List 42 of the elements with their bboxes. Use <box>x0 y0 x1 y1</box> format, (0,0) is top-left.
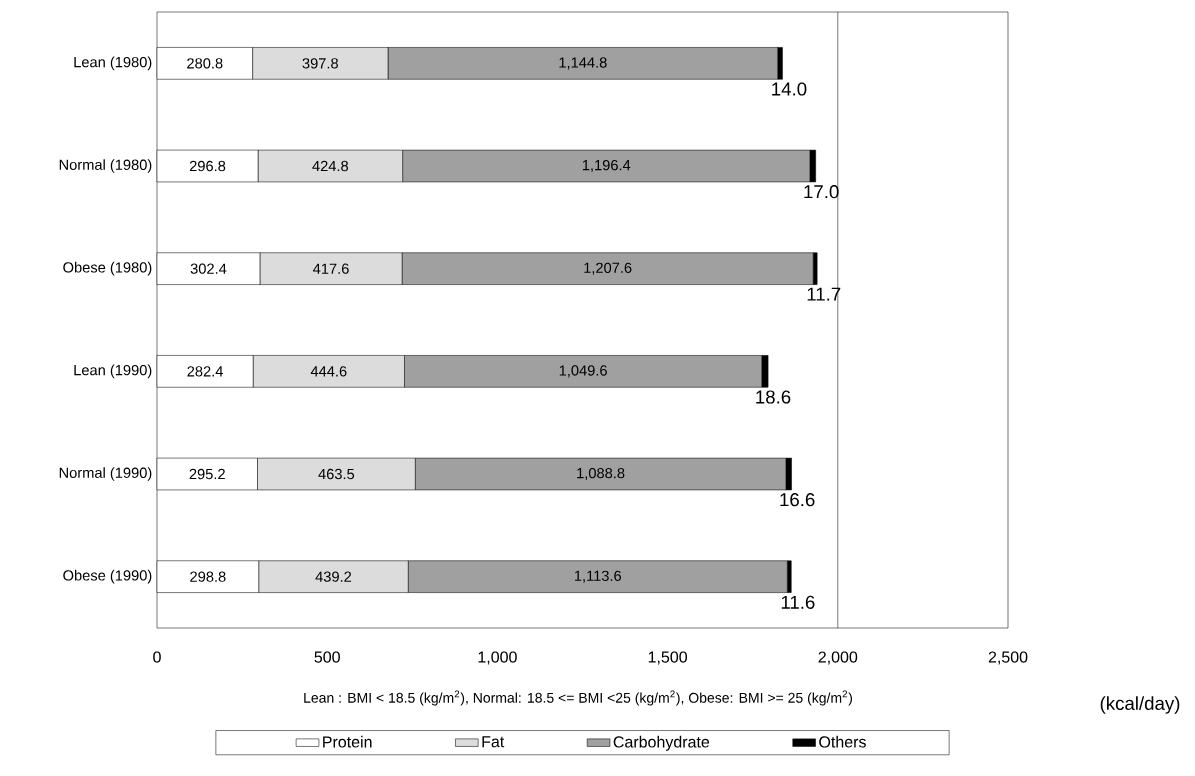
y-tick-label: Obese (1990) <box>63 569 152 584</box>
data-label: 439.2 <box>315 571 352 582</box>
data-label: 463.5 <box>318 468 355 480</box>
data-label: 18.6 <box>756 390 791 404</box>
x-tick-label: 2,000 <box>818 651 858 665</box>
x-axis-title: (kcal/day) <box>1100 696 1180 714</box>
data-label: 280.8 <box>187 58 223 69</box>
x-tick-label: 2,500 <box>988 651 1028 665</box>
data-label: 295.2 <box>189 468 225 480</box>
data-label: 298.8 <box>190 571 226 582</box>
legend-label: Fat <box>482 736 505 748</box>
data-label: 417.6 <box>313 263 349 274</box>
data-label: 1,196.4 <box>582 159 631 173</box>
data-label: 444.6 <box>310 366 347 377</box>
data-label: 397.8 <box>302 58 338 69</box>
y-tick-label: Obese (1980) <box>63 261 152 276</box>
data-label: 14.0 <box>772 82 807 96</box>
data-label: 11.6 <box>781 595 815 609</box>
y-tick-label: Lean (1990) <box>74 364 152 379</box>
x-tick-label: 1,500 <box>648 651 687 665</box>
data-label: 11.7 <box>807 287 841 301</box>
x-tick-label: 0 <box>153 651 161 663</box>
text: Lean : BMI < 18.5 (kg/m$^{2}$), Normal: 18.5 <= BMI <25 (kg/m$^{2}$), Obese: BMI >= 25 (kg/m$^{2}$) <box>304 690 853 706</box>
data-label: 1,049.6 <box>559 365 607 378</box>
data-label: 17.0 <box>804 185 839 199</box>
y-tick-label: Lean (1980) <box>74 56 152 71</box>
legend-label: Protein <box>323 735 372 748</box>
data-label: 302.4 <box>190 263 227 274</box>
data-label: 1,113.6 <box>574 570 622 583</box>
x-tick-label: 500 <box>314 651 340 663</box>
y-tick-label: Normal (1990) <box>59 467 152 481</box>
data-label: 1,144.8 <box>559 57 607 70</box>
data-label: 1,088.8 <box>577 467 625 481</box>
legend-label: Carbohydrate <box>613 735 710 751</box>
data-label: 424.8 <box>312 160 349 172</box>
legend-label: Others <box>819 735 866 748</box>
y-tick-label: Normal (1980) <box>59 159 152 173</box>
x-tick-label: 1,000 <box>478 651 517 665</box>
data-label: 296.8 <box>189 160 226 172</box>
data-label: 1,207.6 <box>584 262 632 275</box>
data-label: 282.4 <box>187 366 223 377</box>
data-label: 16.6 <box>780 493 815 507</box>
